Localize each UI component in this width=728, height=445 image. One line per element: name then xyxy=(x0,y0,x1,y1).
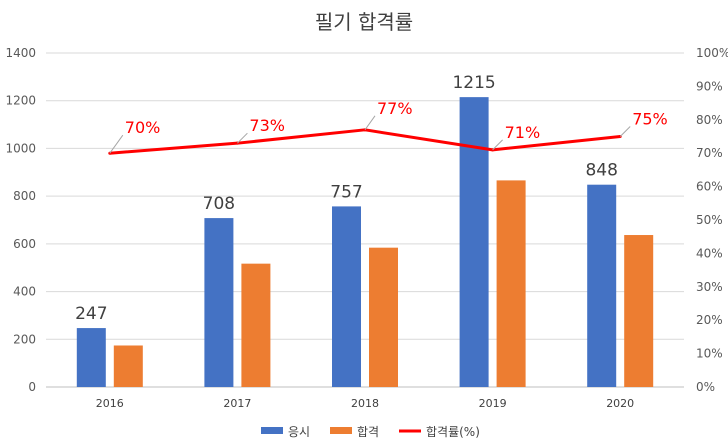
bar-data-label: 757 xyxy=(330,182,362,202)
y2-tick-label: 20% xyxy=(696,313,723,327)
rate-data-label: 71% xyxy=(505,123,541,142)
bar-passed xyxy=(113,345,143,387)
bar-passed xyxy=(624,235,654,387)
data-labels: 247 708 757 1215 848 70% 73% 77% 71% 75% xyxy=(75,73,668,324)
legend-label: 합격 xyxy=(357,425,379,439)
legend: 응시 합격 합격률(%) xyxy=(261,425,480,439)
rate-label-leader xyxy=(109,134,124,154)
x-tick-label: 2019 xyxy=(479,397,507,410)
y2-tick-label: 30% xyxy=(696,280,723,294)
bars xyxy=(76,97,654,387)
rate-label-leader xyxy=(237,132,248,144)
y-axis-primary: 0 200 400 600 800 1000 1200 1400 xyxy=(5,46,36,394)
bar-passed xyxy=(496,180,526,387)
y-tick-label: 400 xyxy=(13,285,36,299)
y2-tick-label: 80% xyxy=(696,113,723,127)
bar-data-label: 1215 xyxy=(452,73,495,93)
bar-data-label: 708 xyxy=(203,194,235,214)
y-tick-label: 600 xyxy=(13,237,36,251)
rate-label-leader xyxy=(364,115,376,131)
x-tick-label: 2017 xyxy=(223,397,251,410)
rate-data-label: 70% xyxy=(125,118,161,137)
y-axis-secondary: 0% 10% 20% 30% 40% 50% 60% 70% 80% 90% 100% xyxy=(696,46,728,394)
bar-applicants xyxy=(204,218,234,387)
rate-line xyxy=(108,128,622,155)
bar-data-label: 848 xyxy=(585,161,617,181)
bar-applicants xyxy=(332,206,361,387)
y-tick-label: 200 xyxy=(13,332,36,346)
legend-label: 합격률(%) xyxy=(426,425,480,439)
x-tick-label: 2020 xyxy=(606,397,634,410)
y2-tick-label: 60% xyxy=(696,180,723,194)
bar-applicants xyxy=(459,97,489,387)
y-tick-label: 1000 xyxy=(5,141,36,155)
x-axis: 2016 2017 2018 2019 2020 xyxy=(96,397,634,410)
y2-tick-label: 10% xyxy=(696,347,723,361)
y2-tick-label: 70% xyxy=(696,146,723,160)
legend-swatch xyxy=(330,427,352,434)
rate-data-label: 77% xyxy=(377,99,413,118)
y-tick-label: 1200 xyxy=(5,94,36,108)
rate-label-leader xyxy=(619,126,631,137)
legend-swatch xyxy=(261,427,283,434)
x-tick-label: 2018 xyxy=(351,397,379,410)
rate-data-label: 73% xyxy=(249,116,285,135)
y-tick-label: 800 xyxy=(13,189,36,203)
y2-tick-label: 90% xyxy=(696,79,723,93)
rate-data-label: 75% xyxy=(632,110,668,129)
y2-tick-label: 40% xyxy=(696,246,723,260)
x-tick-label: 2016 xyxy=(96,397,124,410)
bar-passed xyxy=(241,263,271,387)
y-tick-label: 0 xyxy=(28,380,36,394)
bar-passed xyxy=(369,247,398,387)
y2-tick-label: 0% xyxy=(696,380,715,394)
rate-label-leader xyxy=(492,139,503,151)
legend-label: 응시 xyxy=(288,425,310,439)
bar-data-label: 247 xyxy=(75,304,107,324)
pass-rate-line xyxy=(109,128,621,155)
chart-title: 필기 합격률 xyxy=(315,10,413,34)
bar-applicants xyxy=(76,328,106,387)
y2-tick-label: 100% xyxy=(696,46,728,60)
y-tick-label: 1400 xyxy=(5,46,36,60)
bar-applicants xyxy=(587,184,617,387)
y2-tick-label: 50% xyxy=(696,213,723,227)
